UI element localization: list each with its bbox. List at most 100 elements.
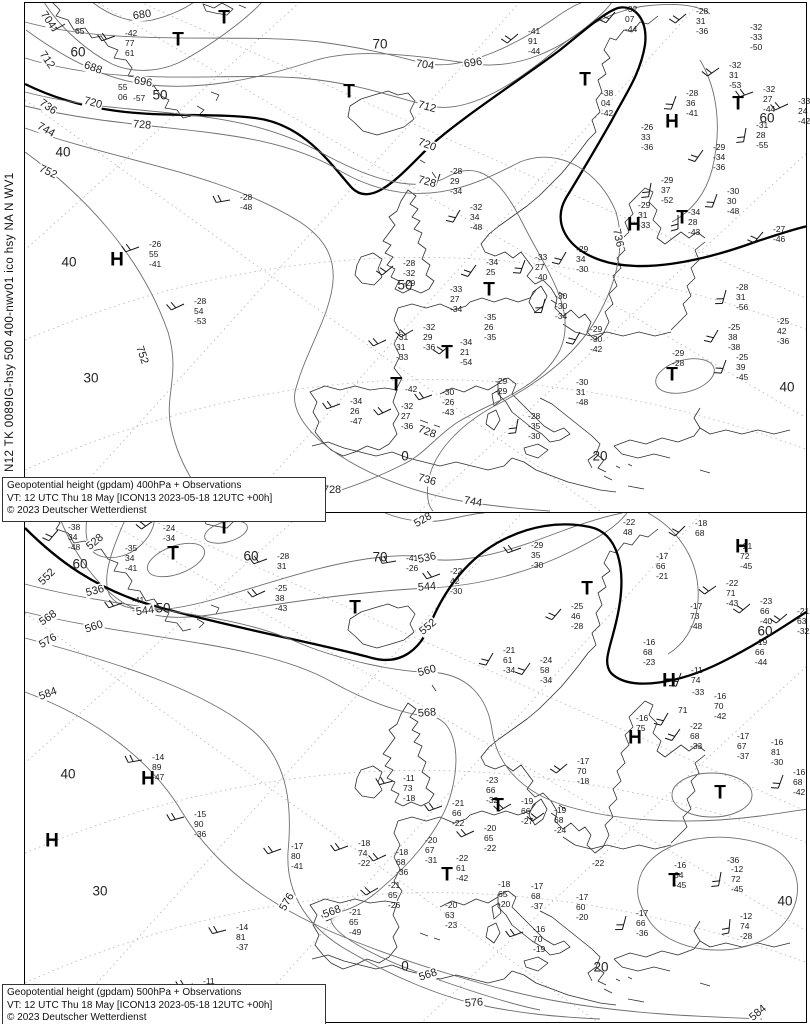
station-value: 58: [540, 665, 550, 675]
station-value: -47: [152, 772, 165, 782]
contour-label-728: 728: [321, 484, 343, 496]
station-value: -29: [638, 200, 651, 210]
station-value: -22: [690, 721, 703, 731]
wind-barb-icon: [395, 329, 414, 338]
station-value: -34: [450, 304, 463, 314]
wind-barb-icon: [368, 852, 387, 862]
station-plot: -30 30 -48: [704, 186, 740, 216]
station-value: 74: [740, 921, 750, 931]
station-value: 29: [423, 332, 433, 342]
station-value: 66: [521, 806, 531, 816]
station-value: -53: [729, 80, 742, 90]
station-value: -18: [358, 838, 371, 848]
station-value: -29: [495, 386, 508, 396]
station-value: -34: [450, 186, 463, 196]
station-value: -42: [405, 384, 418, 394]
station-value: -16: [793, 767, 806, 777]
station-value: -24: [163, 523, 176, 533]
station-value: -33: [638, 220, 651, 230]
station-value: 66: [755, 647, 765, 657]
graticule-label-50: 50: [397, 277, 413, 293]
station-plot: -22 48: [623, 517, 635, 537]
station-value: -20: [445, 900, 458, 910]
wind-barb-icon: [445, 209, 461, 223]
station-plot: -57: [133, 93, 145, 103]
station-value: 71: [678, 705, 688, 715]
station-value: -23: [486, 775, 499, 785]
station-plot: -26 33 -36: [641, 122, 653, 152]
wind-barb-icon: [514, 662, 531, 675]
wind-barb-icon: [42, 529, 59, 542]
station-value: -36: [401, 421, 414, 431]
station-value: -15: [194, 809, 207, 819]
low-center-label: T: [492, 795, 504, 817]
station-value: -54: [460, 357, 473, 367]
wind-barb-icon: [534, 298, 546, 314]
station-value: 42: [450, 576, 460, 586]
station-value: -17: [737, 731, 750, 741]
station-plot: -16 64 -45: [674, 860, 686, 890]
graticule-label-0: 0: [401, 448, 409, 464]
station-value: -26: [442, 397, 455, 407]
station-plot: -22 68 -33: [664, 721, 703, 751]
station-plot: -19 66 -44: [755, 637, 767, 667]
station-value: -21: [797, 606, 810, 616]
station-value: -23: [760, 596, 773, 606]
station-value: -32: [486, 795, 499, 805]
station-value: 88: [75, 16, 85, 26]
station-value: -23: [445, 920, 458, 930]
station-plot: -41 91 -44: [500, 26, 541, 56]
station-value: -42: [798, 116, 810, 126]
station-value: 66: [486, 785, 496, 795]
station-value: -22: [450, 566, 463, 576]
station-value: 25: [486, 267, 496, 277]
station-plot: -33 27 -40: [512, 252, 547, 282]
graticule-label-0: 0: [401, 958, 409, 974]
station-value: -22: [358, 858, 371, 868]
station-value: 77: [125, 38, 135, 48]
station-value: -30: [576, 377, 589, 387]
wind-barb-icon: [653, 712, 669, 726]
station-value: -48: [727, 206, 740, 216]
station-value: -18: [498, 879, 511, 889]
wind-barb-icon: [551, 251, 567, 265]
station-plot: -20 67 -31: [425, 835, 437, 865]
wind-barb-icon: [368, 337, 387, 347]
station-value: -30: [555, 301, 568, 311]
station-value: -44: [625, 24, 638, 34]
contour-label-576: 576: [463, 996, 485, 1010]
station-value: 60: [576, 902, 586, 912]
station-value: -42: [456, 873, 469, 883]
station-value: 66: [636, 918, 646, 928]
graticule-label-50: 50: [152, 87, 168, 103]
low-center-label: T: [732, 93, 744, 115]
station-value: 63: [445, 910, 455, 920]
station-value: -56: [736, 302, 749, 312]
station-plot: -38 34 -48: [42, 522, 80, 552]
station-plot: -28 31 -36: [668, 6, 708, 36]
side-annotation-text: N12 TK 0089IG-hsy 500 400-nwv01 ico hsy …: [4, 172, 16, 472]
station-value: -28: [450, 166, 463, 176]
station-value: -17: [531, 881, 544, 891]
station-value: -32: [403, 268, 416, 278]
low-center-label: T: [676, 207, 688, 229]
low-center-label: T: [714, 782, 726, 804]
station-plot: -29 -28: [672, 348, 684, 368]
station-value: -42: [590, 344, 603, 354]
station-value: -11: [403, 773, 415, 783]
graticule-label-60: 60: [70, 44, 86, 60]
contour-label-568: 568: [416, 706, 438, 720]
station-value: -33: [750, 32, 763, 42]
station-value: 24: [798, 106, 808, 116]
station-value: -28: [736, 282, 749, 292]
station-plot: -16 75: [636, 713, 648, 733]
graticule-label-40: 40: [60, 766, 76, 782]
graticule-label-20: 20: [593, 959, 609, 975]
station-value: 64: [674, 870, 684, 880]
station-plot: -25 38 -43: [247, 583, 287, 613]
low-center-label: T: [167, 543, 179, 565]
station-value: -24: [554, 825, 567, 835]
wind-barb-icon: [713, 359, 727, 374]
station-value: -41: [528, 26, 541, 36]
station-value: -21: [452, 798, 465, 808]
